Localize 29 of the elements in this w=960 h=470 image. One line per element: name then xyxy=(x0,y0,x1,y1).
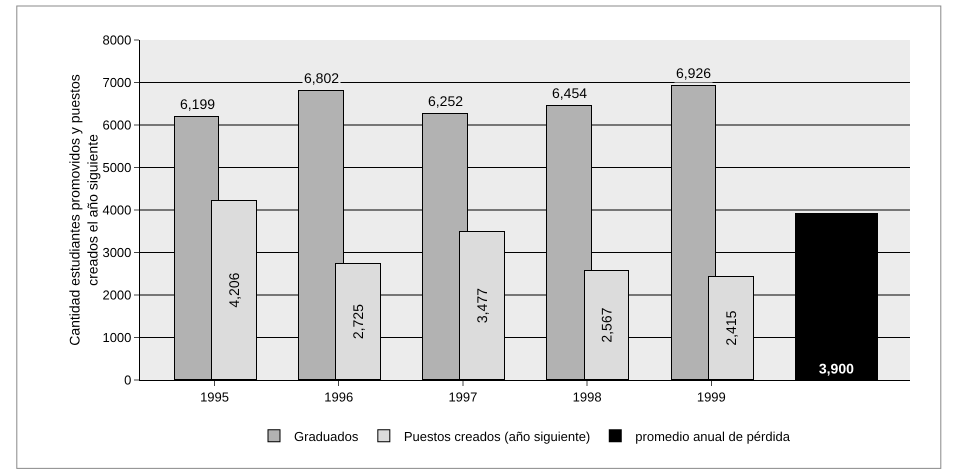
data-label: 2,567 xyxy=(598,307,614,343)
y-tick-label: 6000 xyxy=(102,118,132,133)
y-tick-label: 5000 xyxy=(102,160,132,176)
data-label: 2,725 xyxy=(350,304,366,340)
y-tick-label: 2000 xyxy=(102,288,132,303)
x-tick-label: 1997 xyxy=(448,390,478,405)
y-tick-label: 7000 xyxy=(102,75,132,90)
data-label: 6,926 xyxy=(676,65,712,81)
y-tick-label: 3000 xyxy=(102,245,132,260)
data-label: 6,199 xyxy=(180,96,216,112)
x-tick-label: 1999 xyxy=(696,390,726,405)
y-tick-label: 0 xyxy=(124,372,132,388)
data-label: 6,802 xyxy=(304,70,340,86)
legend-label: promedio anual de pérdida xyxy=(635,428,791,444)
y-tick-label: 8000 xyxy=(102,32,132,48)
data-label: 3,900 xyxy=(818,360,854,376)
x-tick-label: 1995 xyxy=(200,390,229,405)
x-tick-label: 1996 xyxy=(324,390,354,405)
data-label: 2,415 xyxy=(723,310,739,346)
legend-label: Graduados xyxy=(294,428,359,444)
y-tick-label: 4000 xyxy=(102,202,132,218)
y-tick-label: 1000 xyxy=(102,330,132,346)
y-axis-title: Cantidad estudiantes promovidos y puestos creados el año siguiente xyxy=(66,74,100,346)
data-label: 6,252 xyxy=(428,93,464,109)
data-label: 4,206 xyxy=(226,272,242,308)
data-label: 3,477 xyxy=(474,288,490,324)
x-tick-label: 1998 xyxy=(572,390,602,405)
legend-label: Puestos creados (año siguiente) xyxy=(404,428,590,444)
data-label: 6,454 xyxy=(552,85,588,101)
